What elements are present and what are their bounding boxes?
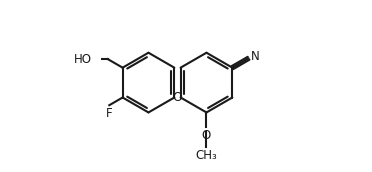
Text: CH₃: CH₃ (196, 149, 217, 162)
Text: F: F (106, 107, 113, 120)
Text: N: N (251, 50, 260, 63)
Text: O: O (173, 91, 182, 104)
Text: HO: HO (74, 53, 92, 66)
Text: O: O (202, 129, 211, 142)
